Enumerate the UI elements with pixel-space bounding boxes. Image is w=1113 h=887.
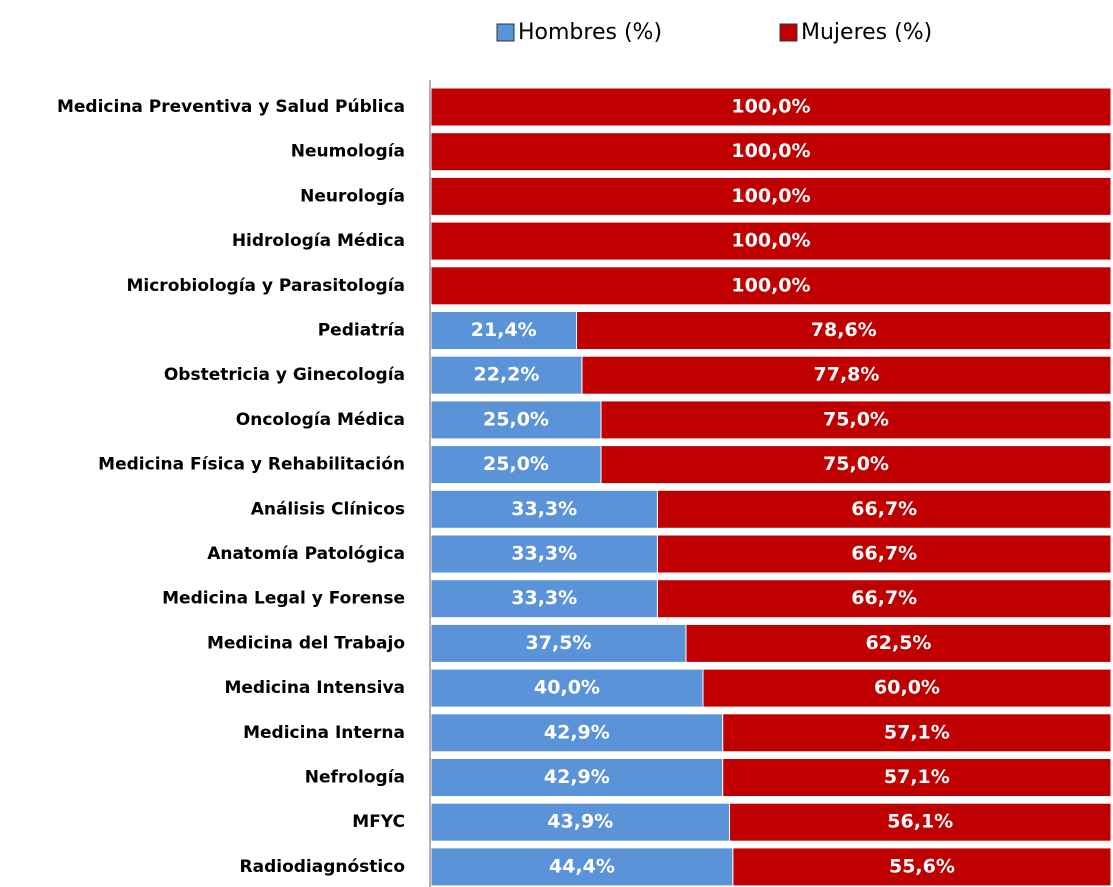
category-label: Neurología — [300, 186, 405, 206]
bar-segment — [430, 445, 602, 485]
bar-segment — [729, 802, 1112, 842]
bar-segment — [430, 355, 583, 395]
bar-segment — [656, 534, 1112, 574]
bar-segment — [430, 132, 1112, 172]
bar-segment — [685, 623, 1112, 663]
category-label: Microbiología y Parasitología — [126, 276, 405, 296]
value-label: 33,3% — [511, 498, 577, 520]
bar-segment — [430, 668, 704, 708]
legend-label: Hombres (%) — [518, 20, 662, 45]
value-label: 75,0% — [823, 408, 889, 430]
value-label: 43,9% — [547, 811, 613, 833]
value-label: 40,0% — [534, 677, 600, 699]
category-label: Oncología Médica — [236, 410, 405, 430]
category-label: Nefrología — [305, 768, 405, 788]
category-label: Hidrología Médica — [232, 231, 405, 251]
bar-segment — [430, 400, 602, 440]
bar-segment — [430, 221, 1112, 261]
value-label: 100,0% — [731, 185, 810, 207]
bar-segment — [702, 668, 1112, 708]
value-label: 100,0% — [731, 274, 810, 296]
bar-segment — [656, 489, 1112, 529]
value-label: 57,1% — [884, 721, 950, 743]
bar-segment — [600, 400, 1112, 440]
value-label: 25,0% — [483, 453, 549, 475]
category-label: Anatomía Patológica — [207, 544, 405, 564]
value-label: 66,7% — [851, 543, 917, 565]
bar-segment — [430, 311, 578, 350]
bar-segment — [576, 311, 1112, 350]
bar-segment — [430, 266, 1112, 306]
category-label: Medicina Preventiva y Salud Pública — [57, 97, 405, 117]
value-label: 100,0% — [731, 96, 810, 118]
value-label: 75,0% — [823, 453, 889, 475]
value-label: 100,0% — [731, 140, 810, 162]
category-label: MFYC — [352, 812, 405, 832]
bar-segment — [656, 579, 1112, 619]
legend-label: Mujeres (%) — [801, 20, 932, 45]
bar-segment — [600, 445, 1112, 485]
value-label: 56,1% — [887, 811, 953, 833]
bar-segment — [430, 489, 658, 529]
value-label: 33,3% — [511, 587, 577, 609]
value-label: 42,9% — [544, 721, 610, 743]
value-label: 100,0% — [731, 230, 810, 252]
category-label: Neumología — [291, 142, 405, 162]
value-label: 66,7% — [851, 498, 917, 520]
category-label: Obstetricia y Ginecología — [164, 365, 405, 385]
value-label: 44,4% — [549, 855, 615, 877]
category-label: Medicina Legal y Forense — [162, 589, 405, 609]
category-label: Análisis Clínicos — [251, 499, 405, 519]
category-label: Medicina Física y Rehabilitación — [98, 455, 405, 475]
value-label: 55,6% — [889, 855, 955, 877]
legend-swatch — [779, 23, 798, 42]
value-label: 66,7% — [851, 587, 917, 609]
category-label: Medicina Interna — [243, 723, 405, 743]
value-label: 78,6% — [811, 319, 877, 341]
bar-segment — [430, 176, 1112, 216]
category-label: Pediatría — [318, 321, 405, 341]
value-label: 77,8% — [814, 364, 880, 386]
value-label: 60,0% — [874, 677, 940, 699]
category-label: Medicina del Trabajo — [207, 633, 405, 653]
value-label: 22,2% — [474, 364, 540, 386]
value-label: 62,5% — [866, 632, 932, 654]
value-label: 25,0% — [483, 408, 549, 430]
value-label: 42,9% — [544, 766, 610, 788]
bar-segment — [430, 623, 687, 663]
category-label: Medicina Intensiva — [224, 678, 405, 698]
value-label: 37,5% — [526, 632, 592, 654]
legend-swatch — [496, 23, 515, 42]
category-label: Radiodiagnóstico — [240, 857, 405, 877]
bar-segment — [722, 758, 1112, 797]
bar-segment — [722, 713, 1112, 753]
value-label: 57,1% — [884, 766, 950, 788]
bar-segment — [581, 355, 1112, 395]
value-label: 21,4% — [471, 319, 537, 341]
bar-segment — [430, 534, 658, 574]
bar-segment — [430, 802, 731, 842]
bar-segment — [732, 847, 1112, 887]
value-label: 33,3% — [511, 543, 577, 565]
bar-segment — [430, 87, 1112, 127]
bar-segment — [430, 579, 658, 619]
